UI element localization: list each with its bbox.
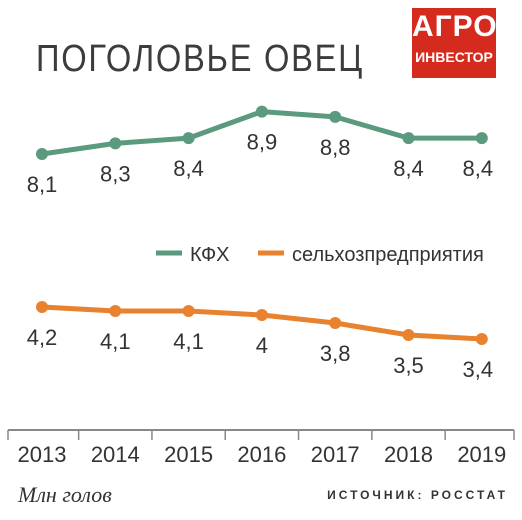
data-label: 8,4 xyxy=(393,156,424,181)
data-point xyxy=(182,132,195,145)
data-label: 8,1 xyxy=(27,172,58,197)
data-point xyxy=(402,329,415,341)
x-tick-label: 2017 xyxy=(311,442,360,467)
data-label: 3,8 xyxy=(320,341,351,366)
data-point xyxy=(182,305,195,317)
unit-label: Млн голов xyxy=(18,482,112,507)
x-tick-label: 2014 xyxy=(91,442,140,467)
data-point xyxy=(255,309,268,321)
data-point xyxy=(255,105,268,118)
data-label: 3,4 xyxy=(463,357,494,382)
data-point xyxy=(329,317,342,329)
data-label: 8,4 xyxy=(173,156,204,181)
agroinvestor-logo: АГРО ИНВЕСТОР xyxy=(412,8,498,78)
data-label: 4,1 xyxy=(173,329,204,354)
data-point xyxy=(36,148,48,160)
data-label: 4,1 xyxy=(100,329,131,354)
legend-label: сельхозпредприятия xyxy=(292,244,484,266)
data-point xyxy=(109,305,122,317)
data-label: 8,8 xyxy=(320,135,351,160)
data-label: 8,3 xyxy=(100,161,131,186)
chart-title: ПОГОЛОВЬЕ ОВЕЦ xyxy=(36,38,365,80)
x-tick-label: 2016 xyxy=(237,442,286,467)
x-tick-label: 2018 xyxy=(384,442,433,467)
legend-label: КФХ xyxy=(190,244,230,266)
data-label: 3,5 xyxy=(393,353,424,378)
data-point xyxy=(36,301,48,313)
data-label: 4,2 xyxy=(27,325,58,350)
source-label: ИСТОЧНИК: РОССТАТ xyxy=(327,488,508,502)
logo-text-line2: ИНВЕСТОР xyxy=(415,49,493,65)
data-label: 8,9 xyxy=(247,130,278,155)
data-point xyxy=(109,137,122,150)
data-point xyxy=(329,110,342,123)
x-tick-label: 2015 xyxy=(164,442,213,467)
x-tick-label: 2019 xyxy=(457,442,506,467)
x-tick-label: 2013 xyxy=(18,442,67,467)
data-point xyxy=(402,132,415,145)
data-label: 4 xyxy=(256,333,268,358)
data-point xyxy=(475,333,488,345)
logo-text-line1: АГРО xyxy=(412,10,498,43)
data-point xyxy=(475,132,488,145)
data-label: 8,4 xyxy=(463,156,494,181)
